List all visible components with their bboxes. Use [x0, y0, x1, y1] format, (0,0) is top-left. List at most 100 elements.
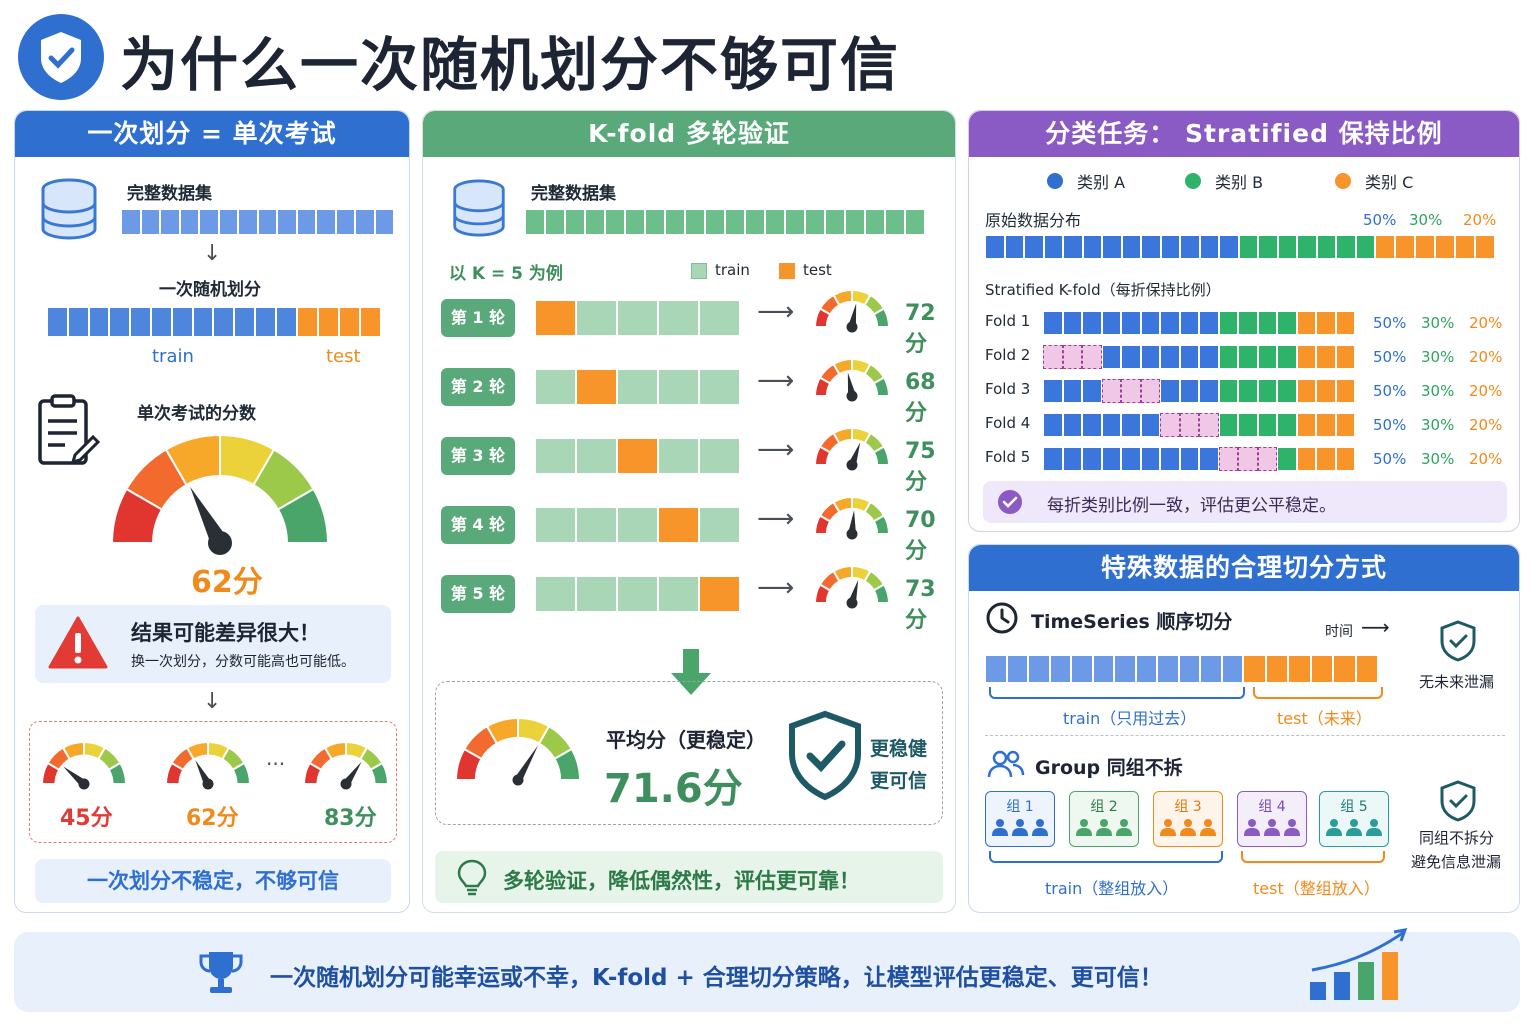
fold-segment [1277, 413, 1297, 437]
ts-train-segment [1049, 655, 1071, 683]
ts-title: TimeSeries 顺序切分 [1031, 611, 1233, 633]
panel3-header: 分类任务： Stratified 保持比例 [969, 111, 1519, 157]
legend-train-swatch [691, 263, 707, 279]
gauge-segment [872, 376, 891, 397]
test-fold [535, 300, 576, 336]
p2-dataset-bar [525, 209, 925, 235]
dataset-segment [296, 209, 316, 235]
k-label: 以 K = 5 为例 [449, 264, 563, 284]
group-label: 组 2 [1090, 799, 1118, 815]
class-c-segment [1455, 235, 1475, 259]
train-segment [67, 307, 89, 337]
fold-segment [1218, 413, 1238, 437]
test-segment [296, 307, 318, 337]
fold-segment [1062, 379, 1082, 403]
dataset-segment [238, 209, 258, 235]
warning-icon [47, 615, 109, 675]
fold-pct: 30% [1421, 450, 1455, 468]
dataset-segment [218, 209, 238, 235]
g-train-brace [989, 851, 1223, 863]
people-icon [1320, 818, 1388, 841]
class-a-segment [1024, 235, 1044, 259]
ts-test-segment [1265, 655, 1288, 683]
fold-pct: 20% [1469, 382, 1503, 400]
panel2-header: K-fold 多轮验证 [423, 111, 955, 157]
fold-label-3: Fold 3 [985, 380, 1031, 398]
gauge-segment [107, 761, 128, 785]
panel-single-split: 一次划分 = 单次考试 完整数据集 ↓ 一次随机划分 train test 单次… [14, 110, 410, 913]
footer-text: 一次随机划分可能幸运或不幸，K-fold + 合理切分策略，让模型评估更稳定、更… [270, 965, 1163, 991]
ts-train-segment [1092, 655, 1114, 683]
dataset-segment [725, 209, 745, 235]
fold-segment [1316, 413, 1336, 437]
fold-bar-3 [1043, 379, 1355, 403]
fold-segment [1179, 413, 1199, 437]
class-a-segment [1063, 235, 1083, 259]
fold-segment [1277, 447, 1297, 471]
gauge-hub [340, 778, 352, 790]
train-segment [213, 307, 235, 337]
dataset-segment [140, 209, 160, 235]
fold-segment [1296, 447, 1316, 471]
class-c-segment [1375, 235, 1395, 259]
fold-segment [1238, 379, 1258, 403]
class-a-segment [1082, 235, 1102, 259]
dataset-segment [374, 209, 394, 235]
group-box-4: 组 4 [1237, 791, 1307, 847]
class-a-segment [1160, 235, 1180, 259]
fold-pct: 30% [1421, 382, 1455, 400]
class-b-segment [1238, 235, 1258, 259]
fold-label-1: Fold 1 [985, 312, 1031, 330]
train-fold [576, 438, 617, 474]
fold-segment [1082, 413, 1102, 437]
p1-split-bar [47, 307, 381, 337]
train-fold [658, 369, 699, 405]
dataset-segment [865, 209, 885, 235]
database-icon-2 [451, 177, 507, 243]
panel-special-split: 特殊数据的合理切分方式 TimeSeries 顺序切分 时间 ⟶ train（只… [968, 544, 1520, 913]
fold-segment [1277, 345, 1297, 369]
ts-train-brace [989, 687, 1245, 699]
fold-segment [1082, 447, 1102, 471]
p1-score-title: 单次考试的分数 [137, 404, 256, 424]
robust-1: 更稳健 [870, 738, 928, 760]
class-c-segment [1415, 235, 1435, 259]
dataset-segment [745, 209, 765, 235]
dataset-segment [179, 209, 199, 235]
fold-segment [1082, 345, 1102, 369]
fold-segment [1160, 413, 1180, 437]
fold-segment [1121, 311, 1141, 335]
class-c-segment [1395, 235, 1415, 259]
gauge-segment [231, 761, 252, 785]
round-label-4: 第 4 轮 [441, 506, 515, 544]
fold-segment [1257, 413, 1277, 437]
gauge-segment [553, 747, 582, 781]
divider [985, 735, 1505, 736]
score-62: 62分 [186, 806, 239, 831]
class-a-segment [1219, 235, 1239, 259]
round-label-3: 第 3 轮 [441, 437, 515, 475]
dataset-segment [705, 209, 725, 235]
fold-segment [1043, 311, 1063, 335]
group-label: 组 5 [1340, 799, 1368, 815]
dataset-segment [525, 209, 545, 235]
fold-segment [1082, 311, 1102, 335]
panel-stratified: 分类任务： Stratified 保持比例 类别 A 类别 B 类别 C 原始数… [968, 110, 1520, 532]
fold-segment [1199, 413, 1219, 437]
fold-segment [1296, 345, 1316, 369]
class-a-segment [1102, 235, 1122, 259]
train-fold [535, 369, 576, 405]
fold-segment [1043, 447, 1063, 471]
right-arrow-icon: ⟶ [757, 297, 795, 327]
legend-c: 类别 C [1365, 173, 1414, 192]
score-83: 83分 [324, 806, 377, 831]
fold-bar-1 [1043, 311, 1355, 335]
fold-segment [1277, 311, 1297, 335]
fold-segment [1296, 311, 1316, 335]
round-fold-bar-4 [535, 507, 740, 543]
round-score-3: 75分 [905, 439, 936, 495]
fold-segment [1101, 413, 1121, 437]
fold-segment [1101, 311, 1121, 335]
class-c-segment [1475, 235, 1495, 259]
fold-segment [1140, 413, 1160, 437]
